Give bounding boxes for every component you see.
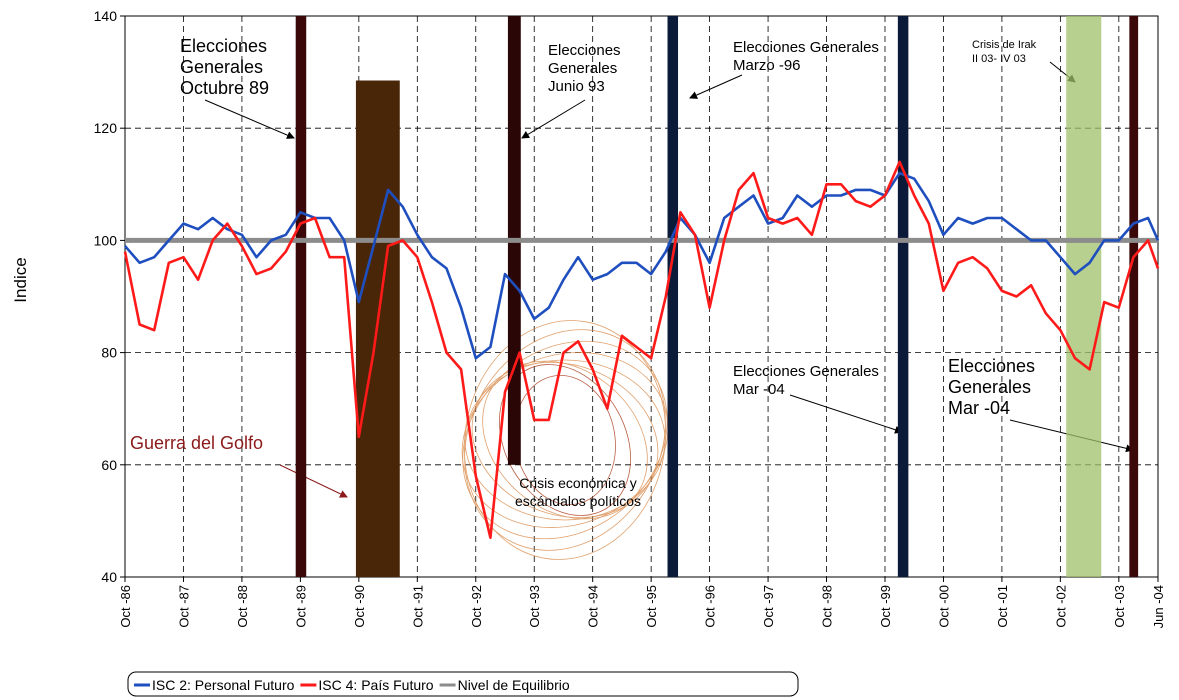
annotation: Generales <box>548 60 617 77</box>
annotation: Elecciones <box>948 356 1035 376</box>
annotation: Elecciones <box>180 36 267 56</box>
annotation: Elecciones Generales <box>733 39 879 56</box>
annotation: Marzo -96 <box>733 57 801 74</box>
x-tick-label: Oct -03 <box>1112 585 1127 628</box>
y-tick-label: 80 <box>101 345 117 361</box>
event-band <box>667 16 679 577</box>
annotation: Generales <box>180 57 263 77</box>
x-tick-label: Oct -99 <box>878 585 893 628</box>
annotation: Elecciones Generales <box>733 363 879 380</box>
event-band <box>897 16 909 577</box>
legend-label: Nivel de Equilibrio <box>458 677 570 693</box>
x-tick-label: Oct -00 <box>936 585 951 628</box>
annotation: II 03- IV 03 <box>972 53 1026 65</box>
x-tick-label: Oct -92 <box>469 585 484 628</box>
x-tick-label: Oct -93 <box>527 585 542 628</box>
annotation: Guerra del Golfo <box>130 433 263 453</box>
x-tick-label: Oct -90 <box>352 585 367 628</box>
x-tick-label: Oct -94 <box>586 585 601 628</box>
x-tick-label: Jun -04 <box>1151 585 1166 628</box>
x-tick-label: Oct -88 <box>235 585 250 628</box>
annotation: Crisis de Irak <box>972 39 1037 51</box>
legend-label: ISC 2: Personal Futuro <box>152 677 295 693</box>
arrows <box>204 61 1134 498</box>
y-tick-label: 40 <box>101 569 117 585</box>
x-tick-label: Oct -95 <box>644 585 659 628</box>
spiral-decoration <box>461 320 669 560</box>
annotation: Mar -04 <box>948 398 1010 418</box>
x-tick-label: Oct -89 <box>293 585 308 628</box>
y-tick-label: 120 <box>94 120 118 136</box>
x-tick-label: Oct -86 <box>118 585 133 628</box>
x-tick-label: Oct -01 <box>995 585 1010 628</box>
event-band <box>295 16 307 577</box>
annotation: Octubre 89 <box>180 78 269 98</box>
legend-label: ISC 4: País Futuro <box>318 677 433 693</box>
event-band <box>1129 16 1139 577</box>
x-tick-label: Oct -02 <box>1053 585 1068 628</box>
y-tick-label: 140 <box>94 8 118 24</box>
x-tick-label: Oct -91 <box>410 585 425 628</box>
annotation: Generales <box>948 377 1031 397</box>
annotation: escándalos políticos <box>515 493 641 509</box>
y-tick-label: 100 <box>94 232 118 248</box>
annotation: Elecciones <box>548 42 621 59</box>
x-tick-label: Oct -98 <box>820 585 835 628</box>
event-band <box>1066 16 1102 577</box>
series-line <box>124 171 1160 360</box>
annotation: Mar -04 <box>733 381 785 398</box>
legend-box <box>127 671 799 697</box>
y-tick-label: 60 <box>101 457 117 473</box>
x-tick-label: Oct -97 <box>761 585 776 628</box>
y-axis-label: Indice <box>11 257 30 302</box>
annotation: Junio 93 <box>548 78 605 95</box>
series-line <box>123 160 1160 539</box>
x-tick-label: Oct -96 <box>703 585 718 628</box>
annotation: Crisis económica y <box>519 475 636 491</box>
x-tick-label: Oct -87 <box>176 585 191 628</box>
